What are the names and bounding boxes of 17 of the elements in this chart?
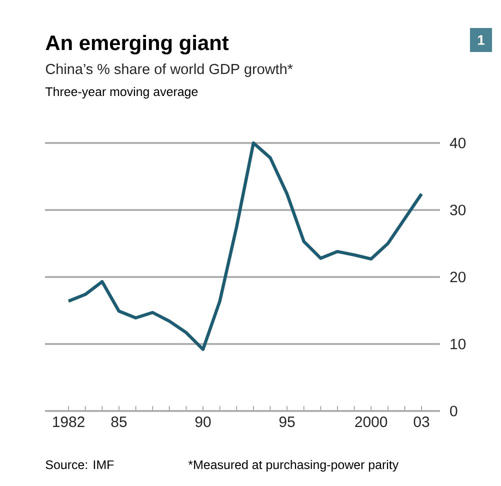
text: *Measured at purchasing-power parity xyxy=(188,460,399,472)
y-tick-label: 40 xyxy=(450,138,466,148)
text: 1 xyxy=(478,35,485,45)
x-tick-label: 2000 xyxy=(355,416,388,428)
chart-title: An emerging giant xyxy=(46,34,229,54)
y-tick-label: 10 xyxy=(450,338,466,350)
chart-subtitle: China’s % share of world GDP growth* xyxy=(46,64,293,77)
y-tick-label: 30 xyxy=(450,204,466,216)
y-tick-label: 20 xyxy=(450,272,466,282)
x-tick-label: 03 xyxy=(414,416,430,428)
y-tick-label: 0 xyxy=(450,406,458,416)
text: Three-year moving average xyxy=(45,86,198,99)
x-tick-label: 1982 xyxy=(53,416,84,428)
x-tick-label: 90 xyxy=(195,416,211,428)
x-tick-label: 85 xyxy=(111,416,127,428)
source-note: Source: IMF xyxy=(46,460,114,470)
x-tick-label: 95 xyxy=(279,416,295,428)
